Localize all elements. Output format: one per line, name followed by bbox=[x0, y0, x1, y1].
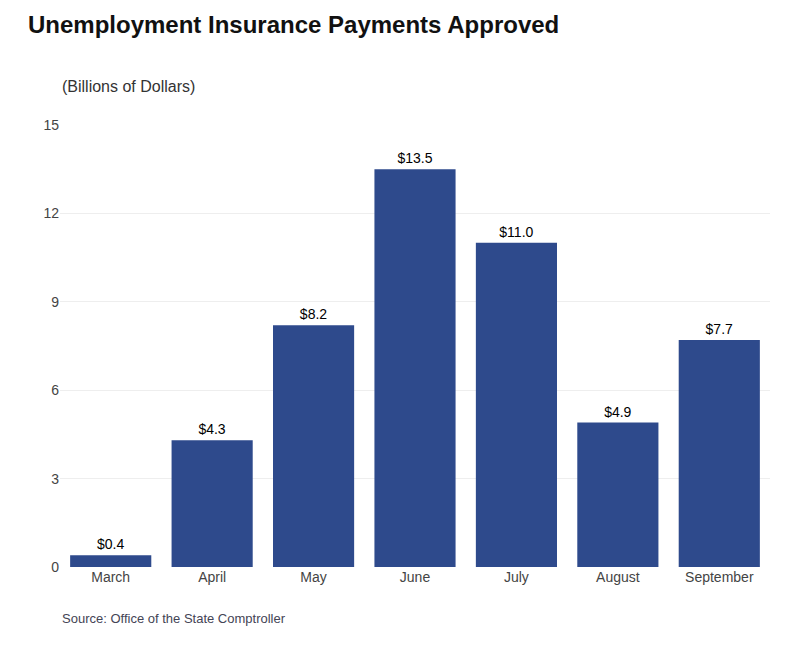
svg-text:August: August bbox=[596, 569, 640, 585]
svg-text:0: 0 bbox=[51, 559, 59, 575]
svg-text:Source: Office of the State Co: Source: Office of the State Comptroller bbox=[62, 611, 286, 626]
svg-text:$8.2: $8.2 bbox=[300, 306, 327, 322]
svg-text:15: 15 bbox=[43, 117, 59, 133]
svg-text:6: 6 bbox=[51, 382, 59, 398]
svg-text:$11.0: $11.0 bbox=[499, 224, 533, 240]
svg-text:$13.5: $13.5 bbox=[397, 150, 432, 166]
svg-text:$7.7: $7.7 bbox=[706, 321, 733, 337]
svg-text:12: 12 bbox=[43, 205, 59, 221]
svg-text:April: April bbox=[198, 569, 226, 585]
svg-text:March: March bbox=[91, 569, 130, 585]
svg-text:$4.9: $4.9 bbox=[604, 404, 631, 420]
svg-text:July: July bbox=[504, 569, 529, 585]
svg-text:May: May bbox=[300, 569, 326, 585]
svg-text:September: September bbox=[685, 569, 754, 585]
svg-text:June: June bbox=[400, 569, 431, 585]
svg-text:(Billions of Dollars): (Billions of Dollars) bbox=[62, 78, 195, 95]
svg-text:Unemployment Insurance Payment: Unemployment Insurance Payments Approved bbox=[28, 11, 559, 38]
svg-text:9: 9 bbox=[51, 294, 59, 310]
svg-text:$0.4: $0.4 bbox=[97, 536, 124, 552]
svg-text:3: 3 bbox=[51, 471, 59, 487]
svg-text:$4.3: $4.3 bbox=[198, 421, 225, 437]
